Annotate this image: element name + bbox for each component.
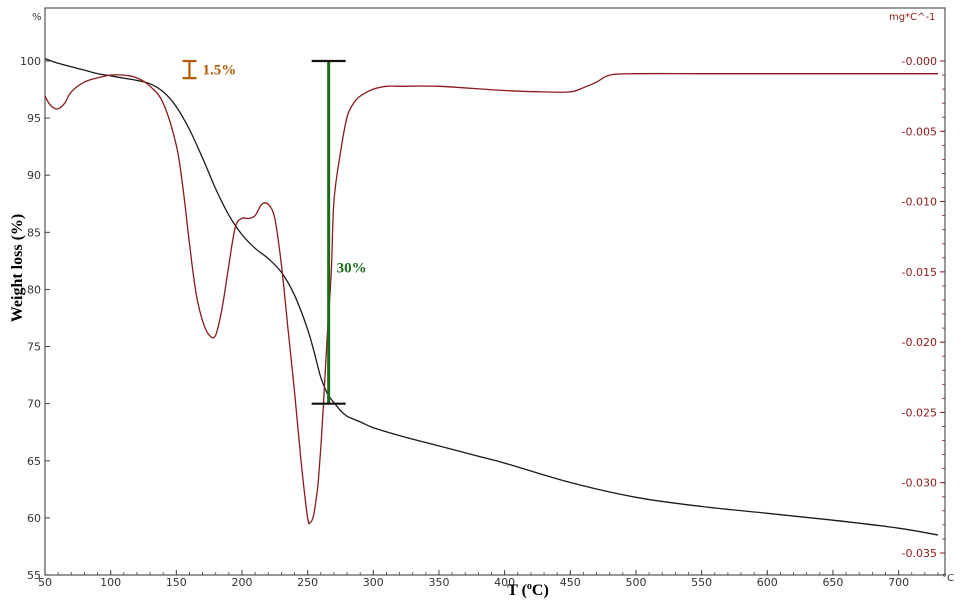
x-axis-title-main: T (	[507, 582, 527, 599]
annotation-layer: 1.5% 30%	[182, 59, 367, 405]
y-left-tick-label: 55	[27, 569, 41, 582]
x-tick-label: 700	[888, 576, 909, 589]
axis-ticks: 55 60 65 70 75 80 85 90 95 100 -0.000 -0.005 -0.010 -…	[20, 55, 945, 589]
x-unit: °C	[942, 573, 954, 584]
x-tick-label: 450	[560, 576, 581, 589]
y-right-unit: mg*C^-1	[889, 12, 935, 23]
y-right-tick-label: -0.000	[902, 55, 937, 68]
x-tick-label: 150	[166, 576, 187, 589]
y-left-tick-label: 90	[27, 169, 41, 182]
y-left-tick-label: 75	[27, 341, 41, 354]
plot-border	[44, 7, 946, 576]
y-left-tick-label: 70	[27, 398, 41, 411]
x-tick-label: 550	[691, 576, 712, 589]
y-right-tick-label: -0.035	[902, 547, 937, 560]
y-left-tick-label: 95	[27, 112, 41, 125]
y-right-tick-label: -0.010	[902, 196, 937, 209]
x-tick-label: 500	[625, 576, 646, 589]
y-left-tick-label: 60	[27, 512, 41, 525]
x-tick-label: 650	[822, 576, 843, 589]
annotation-label-big: 30%	[337, 260, 367, 276]
series-line-tg	[44, 58, 939, 536]
x-tick-label: 600	[757, 576, 778, 589]
x-tick-label: 400	[494, 576, 515, 589]
x-axis-title: T (oC)	[507, 581, 549, 599]
y-left-unit: %	[32, 12, 42, 23]
series-line-dtg	[44, 72, 938, 525]
x-tick-label: 50	[38, 576, 52, 589]
y-right-tick-label: -0.015	[902, 266, 937, 279]
x-tick-label: 200	[231, 576, 252, 589]
x-tick-label: 250	[297, 576, 318, 589]
x-tick-label: 350	[428, 576, 449, 589]
plot-frame	[44, 7, 946, 576]
y-right-tick-label: -0.020	[902, 336, 937, 349]
y-left-tick-label: 100	[20, 55, 41, 68]
x-axis-title-tail: C)	[532, 582, 549, 599]
y-left-tick-label: 65	[27, 455, 41, 468]
y-right-tick-label: -0.030	[902, 477, 937, 490]
y-axis-title: Weight loss (%)	[9, 214, 26, 322]
series-layer	[44, 58, 939, 536]
x-axis-title-sup: o	[527, 581, 532, 592]
y-left-tick-label: 85	[27, 226, 41, 239]
annotation-label-small: 1.5%	[202, 63, 236, 79]
x-tick-label: 300	[363, 576, 384, 589]
x-tick-label: 100	[100, 576, 121, 589]
y-right-tick-label: -0.005	[902, 125, 937, 138]
y-right-tick-label: -0.025	[902, 406, 937, 419]
y-left-tick-label: 80	[27, 283, 41, 296]
